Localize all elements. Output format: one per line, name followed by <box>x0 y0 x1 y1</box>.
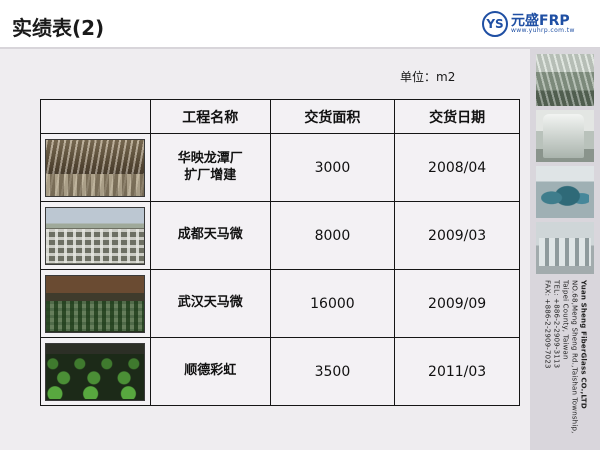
row-name-cell: 华映龙潭厂 扩厂增建 <box>149 133 271 202</box>
sidebar-photo-3-icon <box>536 166 594 218</box>
column-header-area: 交货面积 <box>269 99 396 134</box>
project-photo-1-icon <box>45 138 146 197</box>
column-header-image <box>40 99 151 134</box>
row-name-cell: 武汉天马微 <box>149 269 271 338</box>
header-divider <box>0 47 600 49</box>
table-row: 武汉天马微 16000 2009/09 <box>40 269 520 338</box>
photo-sidebar: Yuan Sheng FiberGlass CO.,LTD NO.68,Meng… <box>530 48 600 450</box>
column-header-name: 工程名称 <box>149 99 271 134</box>
contact-line: FAX: +886-2-2909-7023 <box>543 280 552 369</box>
logo-sub-text: www.yuhrp.com.tw <box>511 27 575 35</box>
page-title: 实绩表(2) <box>12 16 105 40</box>
contact-line: Taipei County, Taiwan <box>561 280 570 360</box>
row-date-cell: 2009/09 <box>394 269 520 338</box>
logo-text: 元盛FRP www.yuhrp.com.tw <box>511 12 575 35</box>
row-area-cell: 8000 <box>269 201 396 270</box>
table-row: 成都天马微 8000 2009/03 <box>40 201 520 270</box>
row-photo-cell <box>40 201 151 270</box>
row-area-cell: 3000 <box>269 133 396 202</box>
project-photo-4-icon <box>45 342 146 401</box>
row-name-line: 扩厂增建 <box>184 167 237 183</box>
sidebar-photo-2-icon <box>536 110 594 162</box>
row-date-cell: 2008/04 <box>394 133 520 202</box>
row-area-cell: 3500 <box>269 337 396 406</box>
contact-line: Yuan Sheng FiberGlass CO.,LTD <box>579 280 588 409</box>
table-header-row: 工程名称 交货面积 交货日期 <box>40 99 520 134</box>
row-date-cell: 2011/03 <box>394 337 520 406</box>
logo-mark-icon: YS <box>482 11 508 37</box>
company-contact-block: Yuan Sheng FiberGlass CO.,LTD NO.68,Meng… <box>530 280 600 448</box>
row-name-line: 顺德彩虹 <box>184 363 237 379</box>
row-name-line: 成都天马微 <box>177 227 243 243</box>
row-photo-cell <box>40 133 151 202</box>
sidebar-photo-4-icon <box>536 222 594 274</box>
row-date-cell: 2009/03 <box>394 201 520 270</box>
contact-line: TEL: +886-2-2909-3113 <box>552 280 561 369</box>
row-photo-cell <box>40 269 151 338</box>
table-header: 工程名称 交货面积 交货日期 <box>40 99 520 134</box>
table-row: 顺德彩虹 3500 2011/03 <box>40 337 520 406</box>
records-table: 工程名称 交货面积 交货日期 华映龙潭厂 扩厂增建 3000 2008/04 <box>40 99 520 406</box>
row-photo-cell <box>40 337 151 406</box>
row-area-cell: 16000 <box>269 269 396 338</box>
unit-note: 单位：m2 <box>400 70 456 84</box>
row-name-line: 武汉天马微 <box>177 295 243 311</box>
contact-line: NO.68,Meng Sheng Rd.,Taishan Township, <box>570 280 579 434</box>
sidebar-photo-1-icon <box>536 54 594 106</box>
row-name-cell: 顺德彩虹 <box>149 337 271 406</box>
logo-main-text: 元盛FRP <box>511 12 570 29</box>
project-photo-3-icon <box>45 274 146 333</box>
table-row: 华映龙潭厂 扩厂增建 3000 2008/04 <box>40 133 520 202</box>
column-header-date: 交货日期 <box>394 99 520 134</box>
row-name-cell: 成都天马微 <box>149 201 271 270</box>
project-photo-2-icon <box>45 206 146 265</box>
table-body: 华映龙潭厂 扩厂增建 3000 2008/04 成都天马微 8000 2009/… <box>40 133 520 406</box>
records-table-wrapper: 工程名称 交货面积 交货日期 华映龙潭厂 扩厂增建 3000 2008/04 <box>40 99 520 406</box>
company-logo: YS 元盛FRP www.yuhrp.com.tw <box>482 6 592 42</box>
row-name-line: 华映龙潭厂 <box>177 151 243 167</box>
